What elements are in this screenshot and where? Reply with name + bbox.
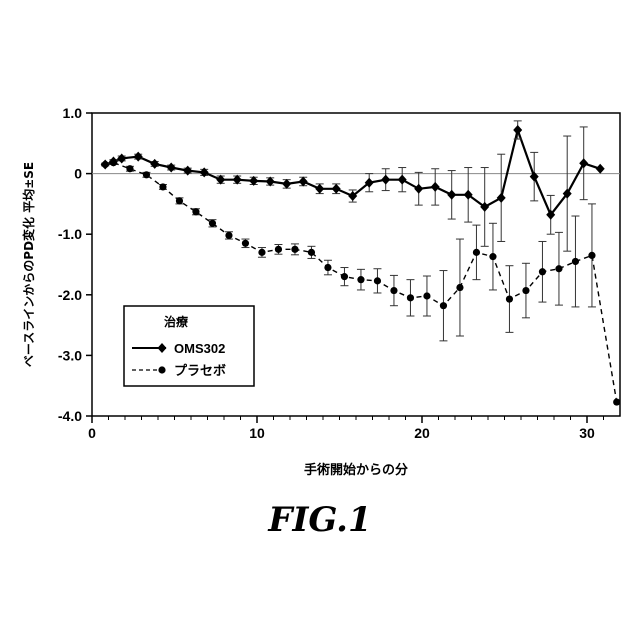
series-2-point (258, 249, 265, 256)
series-2-point (407, 294, 414, 301)
series-2-point (126, 165, 133, 172)
series-2-point (588, 252, 595, 259)
x-tick-label: 0 (88, 425, 96, 441)
series-1-point (497, 193, 506, 203)
series-1-point (150, 159, 159, 169)
legend-label-1: OMS302 (174, 341, 225, 356)
series-1-point (398, 175, 407, 185)
series-2-point (572, 258, 579, 265)
legend-marker-2 (158, 366, 165, 373)
x-axis-label: 手術開始からの分 (304, 462, 408, 478)
series-2-point (209, 220, 216, 227)
y-axis-label: ベースラインからのPD変化 平均±SE (21, 162, 36, 367)
series-1-point (431, 182, 440, 192)
series-2-point (291, 246, 298, 253)
series-2-point (473, 249, 480, 256)
series-1-point (414, 184, 423, 194)
series-1-point (134, 152, 143, 162)
y-tick-label: -4.0 (58, 408, 82, 424)
series-2-point (102, 161, 109, 168)
legend-label-2: プラセボ (174, 363, 226, 378)
series-2-point (390, 287, 397, 294)
series-1-point (447, 190, 456, 200)
series-2-point (308, 249, 315, 256)
series-2-point (456, 284, 463, 291)
series-2-point (242, 240, 249, 247)
y-tick-label: -2.0 (58, 287, 82, 303)
series-1-point (117, 153, 126, 163)
series-1-point (332, 184, 341, 194)
series-2-point (324, 264, 331, 271)
x-tick-label: 20 (414, 425, 430, 441)
series-2-point (143, 171, 150, 178)
series-2-point (225, 232, 232, 239)
series-2-point (357, 276, 364, 283)
series-2-point (192, 208, 199, 215)
series-2-point (176, 197, 183, 204)
y-tick-label: -1.0 (58, 226, 82, 242)
x-tick-label: 30 (579, 425, 595, 441)
series-2-point (159, 183, 166, 190)
series-2-point (275, 246, 282, 253)
series-2-point (110, 159, 117, 166)
series-1-point (381, 175, 390, 185)
series-2-point (613, 398, 620, 405)
series-2-point (440, 302, 447, 309)
x-tick-label: 10 (249, 425, 265, 441)
series-2-point (522, 287, 529, 294)
series-2-point (539, 268, 546, 275)
legend-title: 治療 (164, 314, 188, 329)
series-1-point (167, 163, 176, 173)
series-2-point (489, 253, 496, 260)
series-1-point (513, 125, 522, 135)
series-2-point (374, 277, 381, 284)
series-1-point (596, 164, 605, 174)
series-2-point (506, 295, 513, 302)
y-tick-label: 1.0 (63, 105, 83, 121)
series-1-point (315, 184, 324, 194)
series-1-point (282, 179, 291, 189)
series-1-point (299, 176, 308, 186)
series-2-point (555, 265, 562, 272)
y-tick-label: -3.0 (58, 347, 82, 363)
y-tick-label: 0 (74, 166, 82, 182)
series-2-point (341, 273, 348, 280)
series-2-point (423, 292, 430, 299)
figure-caption: FIG.1 (0, 500, 640, 540)
